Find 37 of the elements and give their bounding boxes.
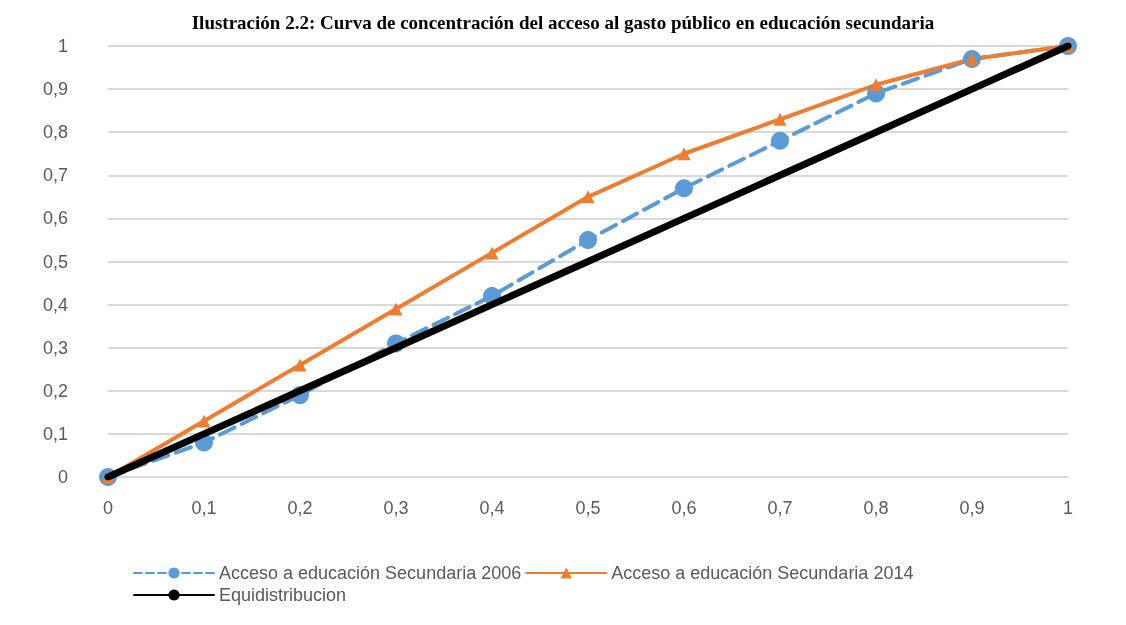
x-tick-label: 0,1	[191, 498, 217, 518]
point	[197, 414, 211, 428]
legend-label: Acceso a educación Secundaria 2014	[611, 563, 914, 583]
y-tick-label: 0,1	[42, 423, 68, 444]
point	[675, 179, 693, 198]
x-tick-label: 0	[102, 498, 114, 518]
x-tick-label: 0,9	[959, 498, 985, 518]
x-tick-label: 0,6	[671, 498, 697, 518]
point	[869, 78, 883, 92]
point	[581, 190, 595, 204]
chart-title: Ilustración 2.2: Curva de concentración del acceso al gasto público en educación secundaria	[191, 12, 935, 33]
legend-label: Equidistribucion	[219, 585, 347, 605]
point	[293, 358, 307, 372]
y-tick-label: 0,9	[42, 79, 68, 100]
point	[579, 230, 597, 249]
x-tick-label: 0,4	[479, 498, 505, 518]
point	[773, 112, 787, 126]
point	[771, 131, 789, 150]
y-tick-label: 0,4	[42, 294, 68, 315]
legend-label: Acceso a educación Secundaria 2006	[219, 563, 522, 583]
x-tick-label: 1	[1062, 498, 1074, 518]
y-tick-label: 0,3	[42, 337, 68, 358]
y-tick-label: 0,8	[42, 122, 68, 143]
y-tick-label: 0,6	[42, 208, 68, 229]
x-tick-label: 0,3	[383, 498, 409, 518]
x-tick-label: 0,2	[287, 498, 313, 518]
y-tick-label: 0,2	[42, 380, 68, 401]
point	[677, 147, 691, 161]
x-tick-label: 0,8	[863, 498, 889, 518]
y-tick-label: 1	[57, 36, 68, 56]
y-tick-label: 0,7	[42, 165, 68, 186]
y-tick-label: 0	[57, 467, 68, 487]
point	[389, 302, 403, 316]
point	[485, 246, 499, 260]
x-tick-label: 0,7	[767, 498, 793, 518]
y-tick-label: 0,5	[42, 251, 68, 272]
x-tick-label: 0,5	[575, 498, 601, 518]
